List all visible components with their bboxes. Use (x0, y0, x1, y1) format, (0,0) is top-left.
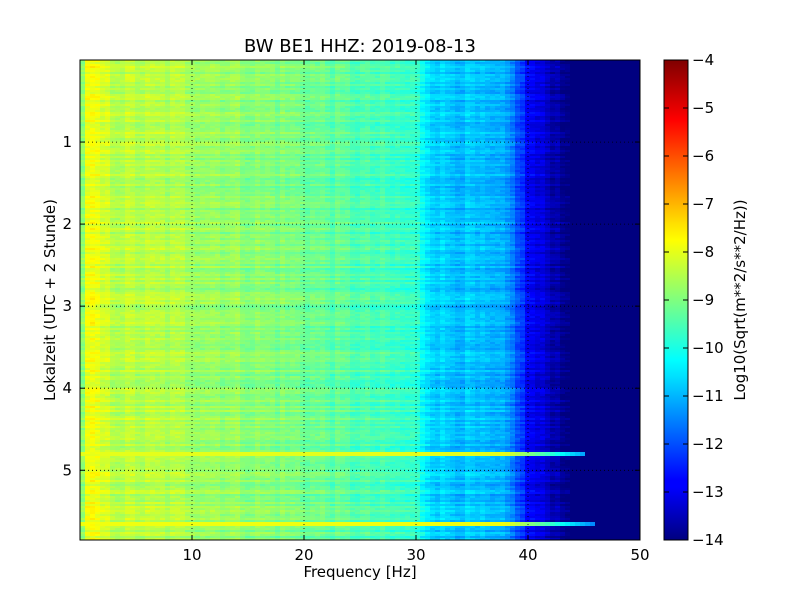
chart-title: BW BE1 HHZ: 2019-08-13 (244, 36, 476, 57)
spectrogram-heatmap (80, 60, 641, 541)
